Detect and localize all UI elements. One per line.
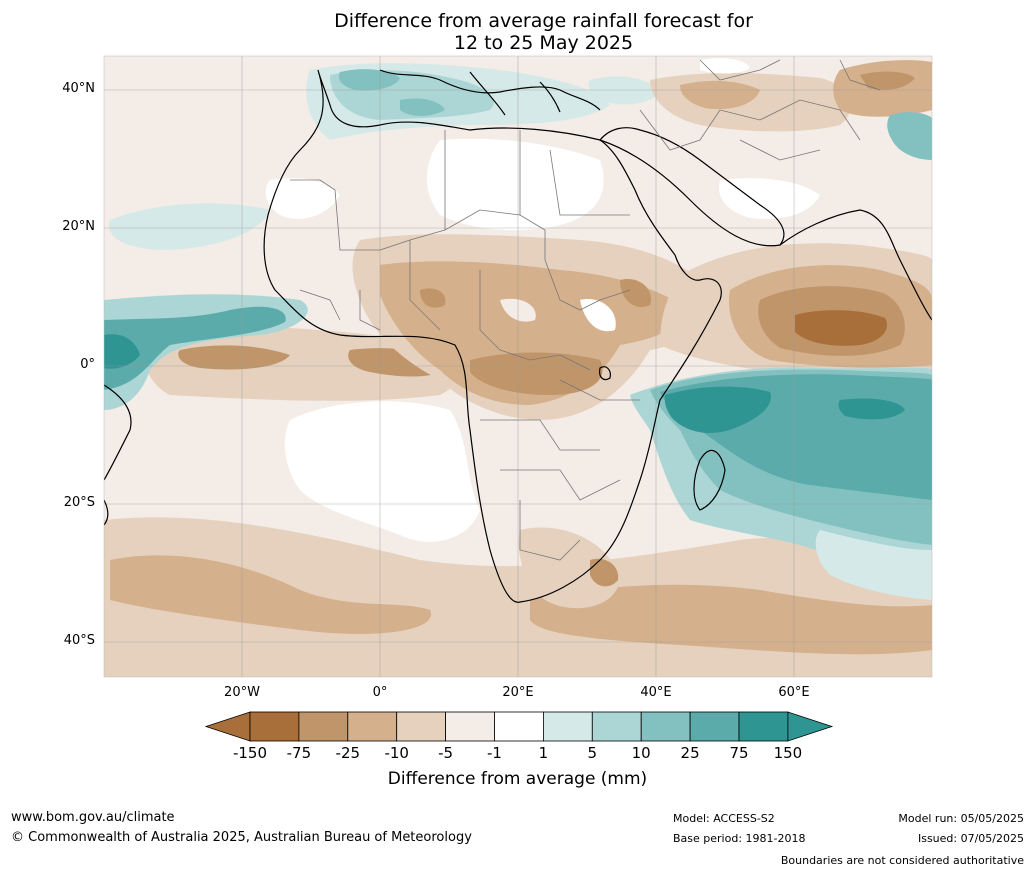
colorbar-tick-label: 1 bbox=[538, 744, 549, 762]
lon-label-0: 0° bbox=[372, 685, 388, 700]
colorbar-bin bbox=[249, 711, 300, 742]
lat-label-20n: 20°N bbox=[62, 219, 95, 234]
lat-label-40n: 40°N bbox=[62, 81, 95, 96]
anomaly-south-atlantic-neutral bbox=[284, 401, 480, 542]
lon-label-40e: 40°E bbox=[640, 685, 672, 700]
colorbar-extend-low bbox=[204, 711, 251, 742]
colorbar-bin bbox=[591, 711, 642, 742]
colorbar-tick-label: -75 bbox=[286, 744, 312, 762]
anomaly-southern-ocean-drier bbox=[110, 555, 432, 634]
coastlines bbox=[104, 69, 932, 603]
footer-issued: Issued: 07/05/2025 bbox=[917, 832, 1024, 845]
lon-label-20w: 20°W bbox=[224, 685, 260, 700]
country-boundaries bbox=[290, 59, 881, 561]
lat-label-20s: 20°S bbox=[63, 495, 95, 510]
lat-label-equator: 0° bbox=[80, 357, 95, 372]
colorbar-tick-label: -1 bbox=[487, 744, 502, 762]
lon-label-60e: 60°E bbox=[778, 685, 810, 700]
colorbar-bin bbox=[543, 711, 593, 742]
map-title: Difference from average rainfall forecas… bbox=[0, 10, 1035, 54]
lon-label-20e: 20°E bbox=[502, 685, 534, 700]
colorbar-tick-label: 5 bbox=[587, 744, 598, 762]
colorbar-bin bbox=[396, 711, 447, 742]
map-title-line2: 12 to 25 May 2025 bbox=[453, 32, 634, 54]
footer-copyright: © Commonwealth of Australia 2025, Austra… bbox=[11, 830, 472, 845]
colorbar-bin bbox=[738, 711, 789, 742]
colorbar-bin bbox=[298, 711, 349, 742]
colorbar-tick-label: -5 bbox=[438, 744, 454, 762]
colorbar-tick-label: 150 bbox=[773, 744, 803, 762]
colorbar-tick-label: 75 bbox=[729, 744, 749, 762]
colorbar-bin bbox=[445, 711, 495, 742]
colorbar-tick-label: -150 bbox=[232, 744, 268, 762]
colorbar-bin bbox=[640, 711, 691, 742]
colorbar bbox=[204, 711, 834, 742]
anomaly-equatorial-atlantic-dry bbox=[144, 325, 461, 401]
colorbar-tick-label: -25 bbox=[335, 744, 361, 762]
colorbar-tick-label: 25 bbox=[680, 744, 700, 762]
lat-label-40s: 40°S bbox=[63, 633, 95, 648]
colorbar-bin bbox=[494, 711, 544, 742]
footer-base-period: Base period: 1981-2018 bbox=[673, 832, 806, 845]
footer-disclaimer: Boundaries are not considered authoritat… bbox=[780, 854, 1024, 867]
colorbar-bin bbox=[347, 711, 398, 742]
graticule bbox=[104, 56, 932, 677]
colorbar-extend-high bbox=[787, 711, 834, 742]
footer-model-run: Model run: 05/05/2025 bbox=[898, 812, 1024, 825]
colorbar-bin bbox=[689, 711, 740, 742]
anomaly-sahara-neutral bbox=[426, 138, 604, 231]
footer-model: Model: ACCESS-S2 bbox=[673, 812, 775, 825]
colorbar-tick-label: -10 bbox=[384, 744, 409, 762]
map-title-line1: Difference from average rainfall forecas… bbox=[334, 10, 753, 32]
colorbar-title: Difference from average (mm) bbox=[387, 769, 648, 789]
colorbar-tick-label: 10 bbox=[631, 744, 651, 762]
footer-website: www.bom.gov.au/climate bbox=[11, 810, 175, 825]
